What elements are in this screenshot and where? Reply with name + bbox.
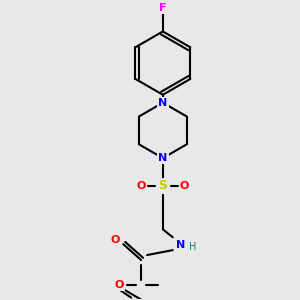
Text: O: O bbox=[136, 181, 146, 191]
Text: N: N bbox=[176, 240, 185, 250]
Text: F: F bbox=[159, 3, 166, 13]
Text: S: S bbox=[158, 179, 167, 192]
Text: O: O bbox=[111, 235, 120, 245]
Text: O: O bbox=[180, 181, 189, 191]
Text: O: O bbox=[115, 280, 124, 290]
Text: H: H bbox=[189, 242, 196, 252]
Text: N: N bbox=[158, 153, 167, 163]
Text: N: N bbox=[158, 98, 167, 108]
